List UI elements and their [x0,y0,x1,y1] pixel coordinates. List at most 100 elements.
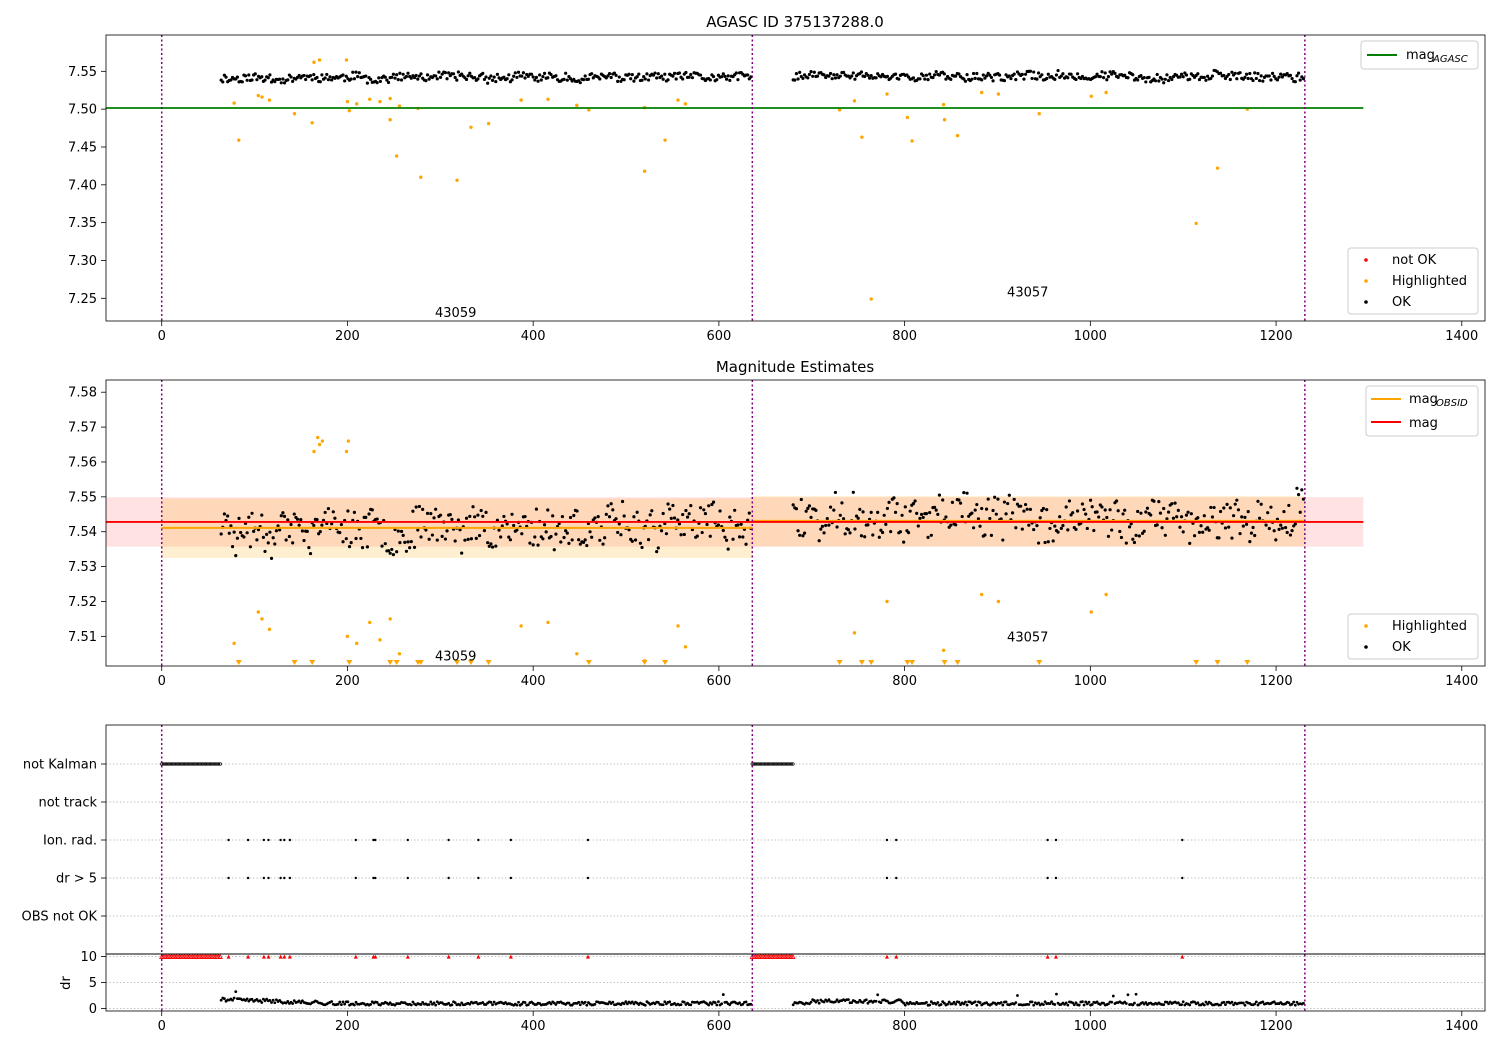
estimate-ok-point [825,517,829,521]
highlighted-point [1215,166,1220,170]
dr-point [578,1003,582,1007]
dr-point [286,1000,290,1003]
agasc-ok-point [1280,75,1284,79]
agasc-ok-point [489,74,493,78]
agasc-ok-point [1074,77,1078,82]
estimate-ok-point [546,508,550,512]
not-kalman-marker [762,762,766,766]
dr-point [460,1001,464,1005]
agasc-ok-point [531,75,535,79]
estimate-ok-point [1230,536,1234,540]
estimate-ok-point [1188,541,1192,545]
agasc-ok-point [1238,71,1242,75]
highlighted-point [267,627,272,632]
dr-point [707,1003,711,1007]
not-kalman-marker [168,762,172,766]
estimate-ok-point [453,539,457,543]
agasc-ok-point [911,76,916,80]
estimate-ok-point [533,535,537,539]
offscale-marker [836,660,843,665]
estimate-ok-point [1131,537,1135,541]
dr-event-marker [373,954,378,959]
dr-event-marker [226,954,231,959]
estimate-ok-point [481,514,485,518]
estimate-ok-point [1064,505,1068,509]
agasc-ok-point [841,70,846,74]
not-kalman-marker [187,762,191,766]
dr-gt-5-marker [447,876,450,880]
agasc-ok-point [981,73,985,77]
estimate-ok-point [443,537,448,541]
agasc-ok-point [812,70,816,74]
dr-point [611,1000,615,1004]
estimate-ok-point [473,515,477,519]
estimate-ok-point [1249,531,1254,535]
estimate-ok-point [315,518,319,522]
x-tick-label: 1400 [1445,329,1478,344]
agasc-ok-point [684,70,688,75]
agasc-ok-point [492,75,496,79]
estimate-ok-point [273,542,277,546]
estimate-ok-point [266,541,270,545]
agasc-ok-point [581,77,586,82]
dr-point [1071,1001,1075,1005]
dr-point [1043,1000,1047,1004]
estimate-ok-point [552,548,556,552]
agasc-ok-point [932,73,937,77]
agasc-ok-point [715,78,719,82]
estimate-ok-point [1253,533,1257,538]
x-tick-label: 800 [892,1019,917,1034]
agasc-ok-point [523,76,527,80]
estimate-ok-point [817,539,821,543]
agasc-ok-point [811,74,815,78]
agasc-ok-point [1110,72,1114,76]
agasc-ok-point [513,71,517,75]
estimate-ok-point [835,525,839,529]
estimate-ok-point [859,534,864,538]
estimate-ok-point [937,493,942,497]
estimate-ok-point [1084,512,1088,516]
dr-tick-label: 5 [89,976,97,991]
estimate-ok-point [1165,517,1169,521]
dr-point [721,993,725,996]
estimate-ok-point [1157,500,1161,504]
highlighted-point [292,111,297,116]
estimate-ok-point [1201,530,1205,534]
dr-point [369,1002,373,1006]
dr-point [1077,1003,1081,1007]
estimate-ok-point [646,538,651,542]
estimate-ok-point [261,535,266,539]
estimate-ok-point [578,542,582,546]
agasc-ok-point [1100,70,1104,74]
highlighted-point [519,98,523,102]
dr-point [1027,1003,1031,1006]
agasc-ok-point [393,76,397,80]
dr-point [1196,1001,1200,1005]
agasc-ok-point [583,74,587,78]
legend-box [1360,40,1479,70]
ion-rad-marker [374,838,377,842]
dr-point [1066,1003,1070,1007]
ion-rad-marker [1054,838,1058,842]
estimate-ok-point [607,515,612,519]
estimate-ok-point [487,544,491,548]
agasc-ok-point [926,78,930,82]
estimate-ok-point [716,523,721,527]
ion-rad-marker [586,838,590,842]
estimate-ok-point [1012,497,1016,501]
estimate-ok-point [230,545,235,549]
agasc-ok-point [369,77,373,81]
agasc-ok-point [617,75,621,79]
agasc-ok-point [1116,75,1120,80]
x-tick-label: 800 [892,329,917,344]
agasc-ok-point [297,73,301,78]
estimate-ok-point [633,538,638,542]
agasc-ok-point [645,72,649,76]
estimate-ok-point [1272,529,1276,533]
estimate-ok-point [606,504,610,508]
estimate-ok-point [499,535,503,539]
not-kalman-marker [197,762,201,766]
estimate-ok-point [1097,515,1101,519]
agasc-ok-point [663,72,667,76]
